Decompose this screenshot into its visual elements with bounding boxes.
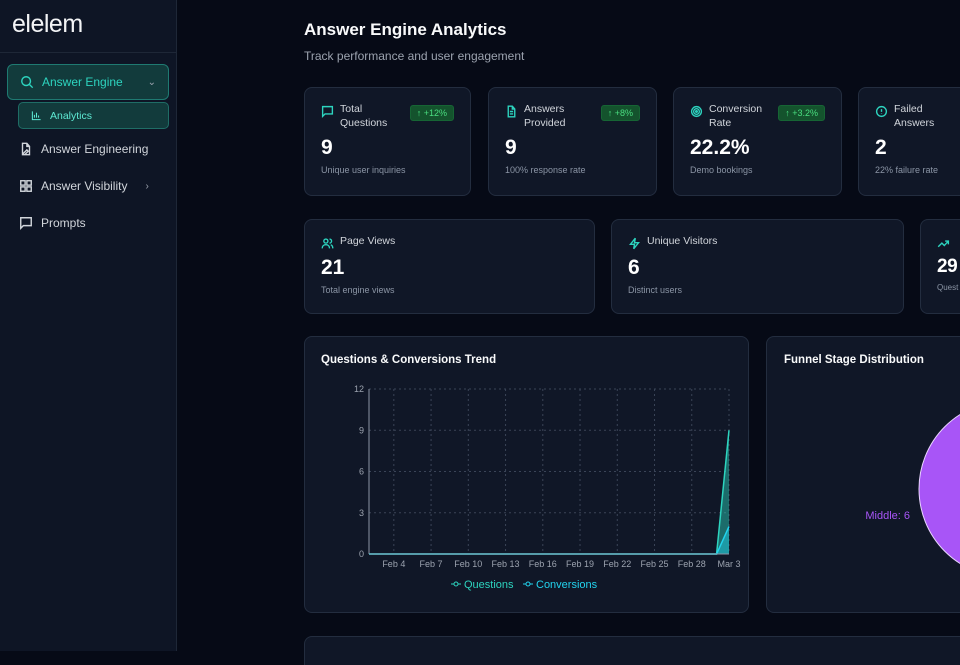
lightning-icon xyxy=(629,237,640,250)
pie-label: Middle: 6 xyxy=(865,510,910,522)
stat-label: Answers Provided xyxy=(524,103,566,129)
chevron-down-icon: ⌄ xyxy=(147,76,156,88)
x-tick-label: Feb 16 xyxy=(529,559,557,569)
sidebar-item-label: Answer Engine xyxy=(42,75,123,89)
y-tick-label: 9 xyxy=(359,425,364,435)
stat-note: Quest xyxy=(937,283,959,292)
stat-value: 6 xyxy=(628,256,640,279)
stat-card-conversion-rate: Conversion Rate ↑ +3.2% 22.2% Demo booki… xyxy=(673,87,842,196)
trend-chart: 0 3 6 9 12 Feb 4 Feb 7 Feb 10 Feb 13 Feb 16 Feb 19… xyxy=(354,384,741,591)
y-tick-label: 0 xyxy=(359,549,364,559)
page-title: Answer Engine Analytics xyxy=(304,20,507,39)
stat-card-answers-provided: Answers Provided ↑ +8% 9 100% response r… xyxy=(488,87,657,196)
trend-badge: ↑ +12% xyxy=(409,105,454,121)
stat-note: Demo bookings xyxy=(690,165,753,175)
logo: elelem xyxy=(0,0,176,53)
stat-value: 9 xyxy=(321,136,333,159)
chart-title: Funnel Stage Distribution xyxy=(784,354,924,366)
legend-label-conversions: Conversions xyxy=(536,579,598,591)
stat-label: Unique Visitors xyxy=(647,235,718,247)
stat-card-failed-answers: Failed Answers 2 22% failure rate xyxy=(858,87,960,196)
y-tick-label: 12 xyxy=(354,384,364,394)
stat-value: 22.2% xyxy=(690,136,750,159)
stat-label: Failed Answers xyxy=(894,103,935,129)
sidebar: elelem Answer Engine ⌄ Analytics Answer … xyxy=(0,0,177,651)
page-subtitle: Track performance and user engagement xyxy=(304,49,525,63)
trend-chart-card: Questions & Conversions Trend 0 3 6 9 12 Feb … xyxy=(304,336,749,613)
x-tick-label: Feb 10 xyxy=(454,559,482,569)
message-icon xyxy=(20,217,32,230)
stat-label: Page Views xyxy=(340,235,396,247)
stat-label: Total Questions xyxy=(340,103,388,129)
document-icon xyxy=(507,105,516,118)
x-tick-label: Feb 4 xyxy=(382,559,405,569)
grid-icon xyxy=(20,180,32,192)
funnel-chart-card: Funnel Stage Distribution Middle: 6 xyxy=(766,336,960,613)
stat-note: Distinct users xyxy=(628,285,683,295)
sidebar-item-prompts[interactable]: Prompts xyxy=(7,205,169,241)
chevron-right-icon: › xyxy=(145,180,149,192)
stat-value: 21 xyxy=(321,256,345,279)
legend-label-questions: Questions xyxy=(464,579,514,591)
sidebar-item-answer-engineering[interactable]: Answer Engineering xyxy=(7,131,169,167)
y-tick-label: 6 xyxy=(359,467,364,477)
sidebar-item-label: Answer Visibility xyxy=(41,179,128,193)
sidebar-item-answer-visibility[interactable]: Answer Visibility › xyxy=(7,168,169,204)
x-tick-label: Mar 3 xyxy=(717,559,740,569)
x-tick-label: Feb 22 xyxy=(603,559,631,569)
sidebar-item-answer-engine[interactable]: Answer Engine ⌄ xyxy=(7,64,169,100)
stat-value: 2 xyxy=(875,136,887,159)
area-conversions xyxy=(369,526,729,554)
stat-note: 22% failure rate xyxy=(875,165,939,175)
y-tick-label: 3 xyxy=(359,508,364,518)
search-icon xyxy=(21,76,34,89)
stat-card-unique-visitors: Unique Visitors 6 Distinct users xyxy=(611,219,904,314)
stat-value: 29 xyxy=(937,256,958,277)
file-edit-icon xyxy=(21,142,31,156)
sidebar-item-label: Answer Engineering xyxy=(41,142,149,156)
line-questions xyxy=(369,430,730,555)
x-tick-label: Feb 13 xyxy=(492,559,520,569)
stat-card-page-views: Page Views 21 Total engine views xyxy=(304,219,595,314)
target-icon xyxy=(690,105,703,118)
funnel-pie-chart: Middle: 6 xyxy=(865,414,960,564)
stat-card-total-questions: Total Questions ↑ +12% 9 Unique user inq… xyxy=(304,87,471,196)
trending-up-icon xyxy=(937,240,950,248)
stat-note: 100% response rate xyxy=(505,165,586,175)
sidebar-item-label: Analytics xyxy=(50,109,93,122)
nav: Answer Engine ⌄ Analytics Answer Enginee… xyxy=(0,53,176,253)
bar-chart-icon xyxy=(31,111,41,121)
pie-slice-middle xyxy=(918,414,960,564)
stat-note: Unique user inquiries xyxy=(321,165,406,175)
main-content: Answer Engine Analytics Track performanc… xyxy=(304,0,704,70)
stat-label: Conversion Rate xyxy=(709,103,763,129)
x-tick-label: Feb 25 xyxy=(641,559,669,569)
line-conversions xyxy=(369,526,730,555)
legend-marker xyxy=(453,581,459,587)
sidebar-item-analytics[interactable]: Analytics xyxy=(18,102,169,129)
chart-title: Questions & Conversions Trend xyxy=(321,354,497,366)
x-tick-label: Feb 19 xyxy=(566,559,594,569)
legend-marker xyxy=(525,581,531,587)
trend-badge: ↑ +8% xyxy=(600,105,640,121)
x-tick-label: Feb 7 xyxy=(420,559,443,569)
sidebar-item-label: Prompts xyxy=(41,216,86,230)
area-questions xyxy=(369,430,729,554)
stat-card-partial: 29 Quest xyxy=(920,219,960,314)
stat-value: 9 xyxy=(505,136,517,159)
trend-badge: ↑ +3.2% xyxy=(778,105,825,121)
users-icon xyxy=(321,238,334,249)
x-tick-label: Feb 28 xyxy=(678,559,706,569)
stat-note: Total engine views xyxy=(321,285,395,295)
message-icon xyxy=(321,105,334,118)
alert-circle-icon xyxy=(875,105,888,118)
